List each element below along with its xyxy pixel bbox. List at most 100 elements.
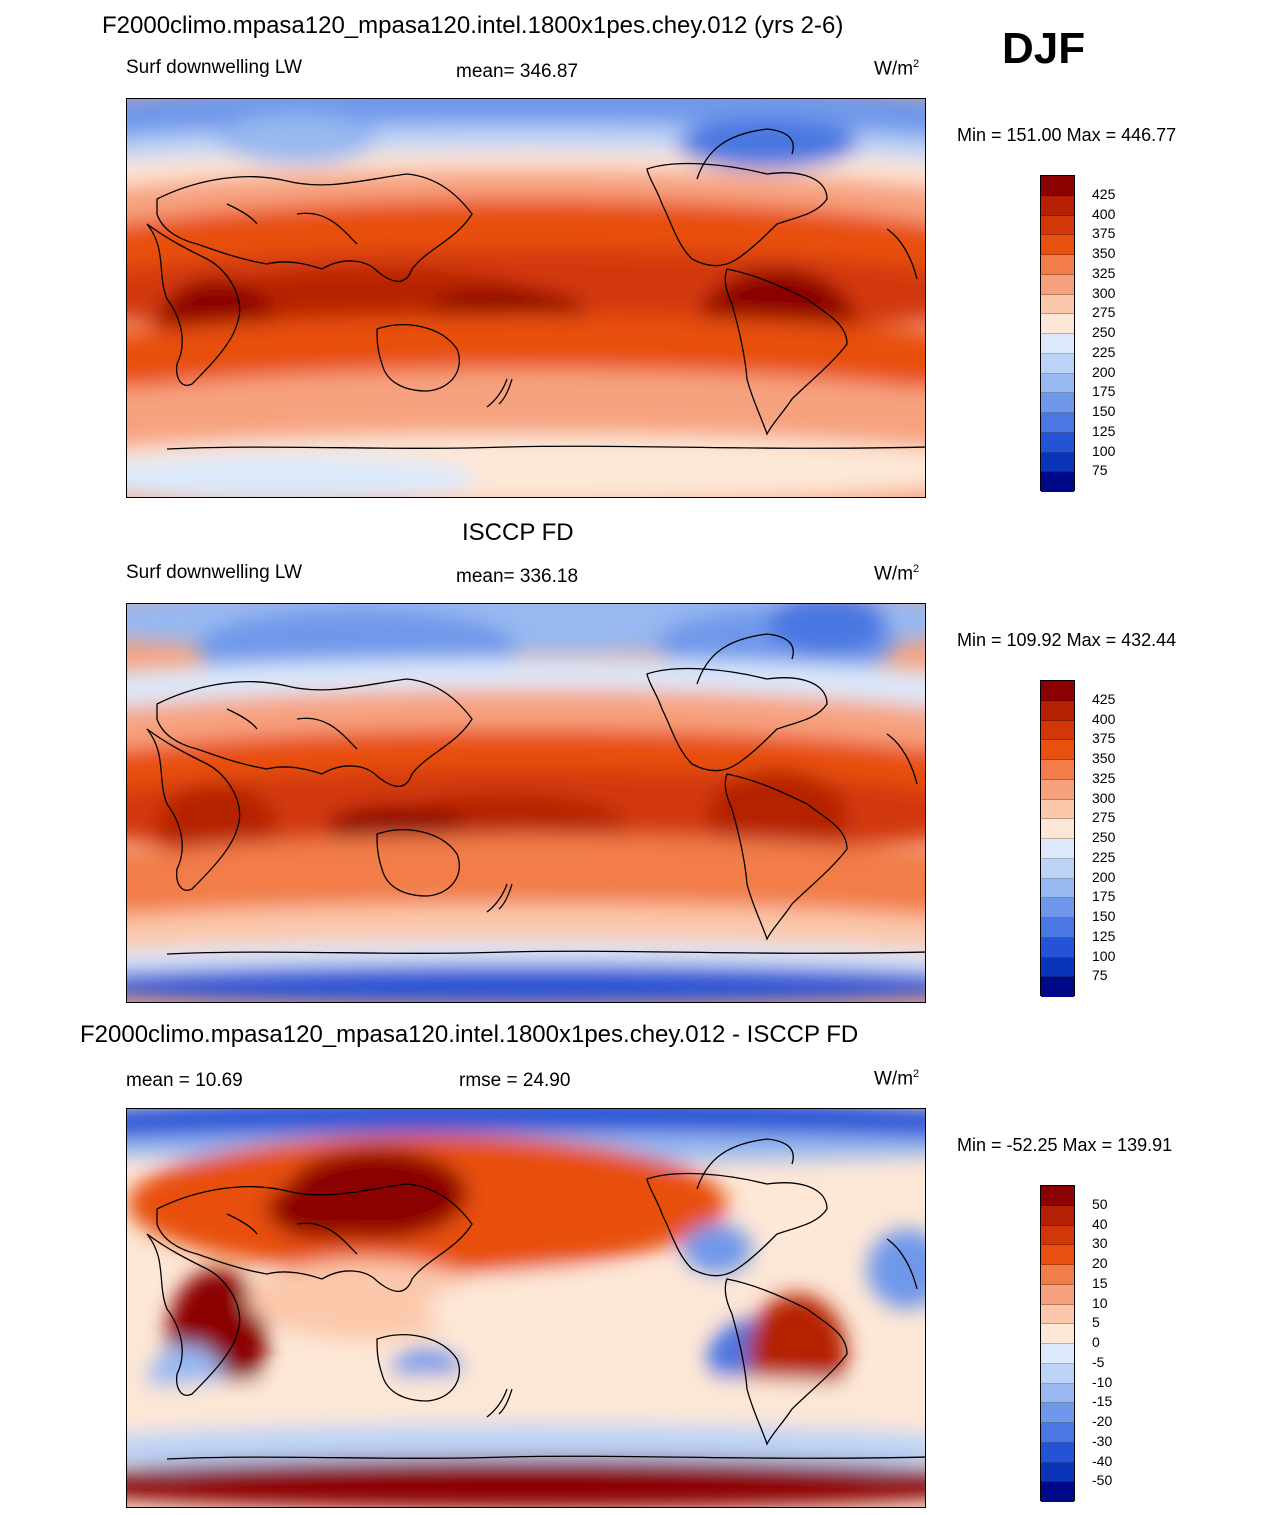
colorbar-swatch [1041, 334, 1074, 354]
colorbar-swatch [1041, 1403, 1074, 1423]
panel2-left-label: Surf downwelling LW [126, 562, 303, 583]
panel2-title: ISCCP FD [462, 519, 574, 546]
colorbar-swatch [1041, 1442, 1074, 1463]
season-label: DJF [1002, 24, 1086, 73]
panel3-colorbar [1040, 1185, 1075, 1502]
colorbar-swatch [1041, 878, 1074, 899]
colorbar-tick-label: 425 [1092, 185, 1116, 202]
panel2-units-sup: 2 [913, 563, 920, 575]
colorbar-swatch [1041, 1482, 1074, 1502]
colorbar-swatch [1041, 235, 1074, 255]
colorbar-swatch [1041, 432, 1074, 453]
colorbar-tick-label: 175 [1092, 888, 1116, 905]
panel2-map [126, 603, 926, 1003]
panel1-units-sup: 2 [913, 58, 920, 70]
panel3-units-base: W/m [874, 1068, 914, 1090]
colorbar-swatch [1041, 779, 1074, 800]
panel2-mean-label: mean= 336.18 [456, 566, 579, 587]
panel1-left-label: Surf downwelling LW [126, 57, 303, 78]
colorbar-tick-label: 30 [1092, 1235, 1108, 1252]
colorbar-swatch [1041, 977, 1074, 997]
colorbar-swatch [1041, 1344, 1074, 1364]
colorbar-tick-label: 350 [1092, 750, 1116, 766]
map-field [127, 99, 925, 497]
colorbar-tick-label: 225 [1092, 343, 1116, 360]
colorbar-swatch [1041, 413, 1074, 433]
colorbar-tick-label: 325 [1092, 769, 1116, 786]
colorbar-tick-label: 175 [1092, 383, 1116, 400]
colorbar-tick-label: 150 [1092, 403, 1116, 419]
panel3-units: W/m2 [874, 1068, 919, 1090]
panel2-units: W/m2 [874, 563, 919, 585]
colorbar-swatch [1041, 1205, 1074, 1226]
colorbar-tick-label: 350 [1092, 245, 1116, 261]
main-title: F2000climo.mpasa120_mpasa120.intel.1800x… [102, 12, 844, 39]
colorbar-tick-label: 275 [1092, 809, 1116, 826]
colorbar-tick-label: 20 [1092, 1255, 1108, 1271]
colorbar-tick-label: 375 [1092, 730, 1116, 747]
colorbar-tick-label: 125 [1092, 422, 1116, 439]
colorbar-tick-label: 75 [1092, 462, 1108, 479]
colorbar-swatch [1041, 1245, 1074, 1265]
colorbar-tick-label: -50 [1092, 1472, 1113, 1489]
colorbar-swatch [1041, 452, 1074, 473]
panel3-title: F2000climo.mpasa120_mpasa120.intel.1800x… [80, 1021, 859, 1048]
colorbar-swatch [1041, 353, 1074, 374]
colorbar-tick-label: 300 [1092, 284, 1116, 301]
colorbar-tick-label: 225 [1092, 848, 1116, 865]
colorbar-swatch [1041, 839, 1074, 859]
colorbar-tick-label: 375 [1092, 225, 1116, 242]
colorbar-swatch [1041, 1324, 1074, 1344]
colorbar-tick-label: 250 [1092, 829, 1116, 845]
colorbar-tick-label: 325 [1092, 264, 1116, 281]
colorbar-tick-label: 425 [1092, 690, 1116, 707]
panel2-minmax: Min = 109.92 Max = 432.44 [957, 630, 1177, 650]
colorbar-tick-label: 400 [1092, 205, 1116, 222]
panel3-minmax: Min = -52.25 Max = 139.91 [957, 1135, 1173, 1155]
colorbar-swatch [1041, 215, 1074, 236]
panel1-units: W/m2 [874, 58, 919, 80]
colorbar-tick-label: -15 [1092, 1393, 1113, 1410]
panel1-minmax: Min = 151.00 Max = 446.77 [957, 125, 1177, 145]
colorbar-swatch [1041, 740, 1074, 760]
colorbar-tick-label: -20 [1092, 1413, 1113, 1429]
colorbar-swatch [1041, 195, 1074, 216]
colorbar-tick-label: 125 [1092, 927, 1116, 944]
colorbar-swatch [1041, 1363, 1074, 1384]
panel1-mean-label: mean= 346.87 [456, 61, 579, 82]
colorbar-tick-label: 300 [1092, 789, 1116, 806]
colorbar-swatch [1041, 1304, 1074, 1325]
colorbar-swatch [1041, 1462, 1074, 1483]
colorbar-swatch [1041, 393, 1074, 413]
colorbar-swatch [1041, 760, 1074, 780]
colorbar-swatch [1041, 937, 1074, 958]
colorbar-tick-label: 100 [1092, 442, 1116, 459]
colorbar-swatch [1041, 472, 1074, 492]
colorbar-tick-label: 200 [1092, 363, 1116, 380]
colorbar-tick-label: 400 [1092, 710, 1116, 727]
colorbar-swatch [1041, 294, 1074, 315]
colorbar-tick-label: 5 [1092, 1314, 1100, 1331]
colorbar-tick-label: 15 [1092, 1274, 1108, 1291]
colorbar-swatch [1041, 1423, 1074, 1443]
colorbar-swatch [1041, 1383, 1074, 1404]
colorbar-swatch [1041, 700, 1074, 721]
colorbar-swatch [1041, 1186, 1074, 1206]
panel1-units-base: W/m [874, 58, 914, 80]
colorbar-swatch [1041, 314, 1074, 334]
panel3-units-sup: 2 [913, 1068, 920, 1080]
colorbar-swatch [1041, 681, 1074, 701]
colorbar-tick-label: 275 [1092, 304, 1116, 321]
colorbar-swatch [1041, 957, 1074, 978]
colorbar-swatch [1041, 176, 1074, 196]
colorbar-swatch [1041, 373, 1074, 394]
colorbar-tick-label: 150 [1092, 908, 1116, 924]
colorbar-tick-label: -30 [1092, 1432, 1113, 1449]
colorbar-swatch [1041, 918, 1074, 938]
panel3-rmse-label: rmse = 24.90 [459, 1070, 571, 1091]
colorbar-swatch [1041, 858, 1074, 879]
colorbar-swatch [1041, 255, 1074, 275]
colorbar-tick-label: 250 [1092, 324, 1116, 340]
panel3-mean-label: mean = 10.69 [126, 1070, 243, 1091]
map-field [127, 1109, 925, 1507]
